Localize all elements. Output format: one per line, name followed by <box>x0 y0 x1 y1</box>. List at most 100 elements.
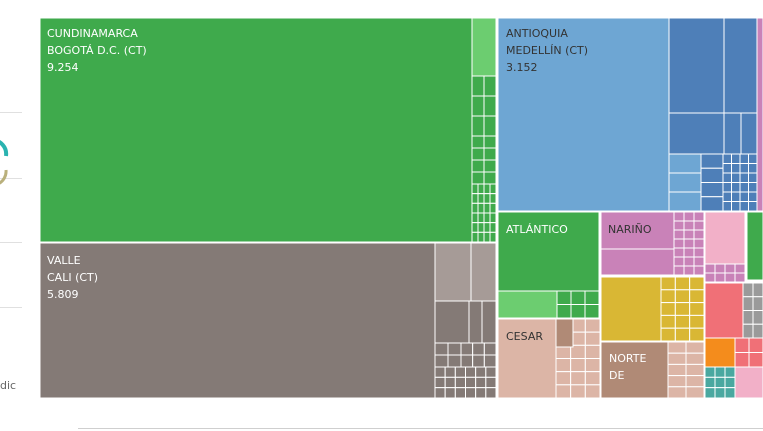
tile-narino-small[interactable] <box>693 211 705 222</box>
tile-teal-small[interactable] <box>724 387 736 399</box>
tile-edge-partial[interactable] <box>756 17 763 212</box>
tile-cundinamarca-small[interactable] <box>483 212 491 224</box>
tile-teal-small[interactable] <box>704 376 716 389</box>
tile-antioquia-small[interactable] <box>748 201 758 212</box>
tile-cesar-small[interactable] <box>555 318 574 348</box>
tile-cundinamarca-small[interactable] <box>489 183 497 195</box>
tile-valle-small[interactable] <box>434 300 470 344</box>
tile-yellow-small[interactable] <box>674 276 691 291</box>
tile-cundinamarca-small[interactable] <box>471 95 485 117</box>
tile-valle-small[interactable] <box>434 366 446 378</box>
tile-cundinamarca-bogota[interactable] <box>39 17 473 243</box>
tile-narino-small[interactable] <box>673 256 685 267</box>
tile-cundinamarca-small[interactable] <box>483 147 497 161</box>
tile-valle-small[interactable] <box>434 242 472 302</box>
tile-narino-small[interactable] <box>683 211 695 222</box>
tile-valle-small[interactable] <box>444 366 456 378</box>
tile-atlantico-small[interactable] <box>584 304 600 319</box>
tile-narino-small[interactable] <box>600 248 675 276</box>
tile-antioquia-small[interactable] <box>731 172 741 183</box>
tile-antioquia-small[interactable] <box>731 153 741 164</box>
tile-cundinamarca-small[interactable] <box>471 202 479 214</box>
tile-valle-small[interactable] <box>434 354 449 368</box>
tile-cundinamarca-small[interactable] <box>471 17 497 77</box>
tile-valle-small[interactable] <box>444 376 456 389</box>
tile-antioquia-small[interactable] <box>731 191 741 202</box>
tile-antioquia-small[interactable] <box>740 112 758 155</box>
tile-yellow-small[interactable] <box>660 302 676 316</box>
tile-antioquia-small[interactable] <box>723 112 742 155</box>
tile-cundinamarca-small[interactable] <box>489 212 497 224</box>
tile-antioquia-small[interactable] <box>668 153 702 174</box>
tile-pink-small[interactable] <box>704 272 716 283</box>
tile-narino-small[interactable] <box>693 220 705 231</box>
tile-norte-small[interactable] <box>667 352 687 365</box>
tile-yellow-small[interactable] <box>674 314 691 329</box>
tile-cesar-small[interactable] <box>570 371 586 386</box>
tile-cundinamarca-small[interactable] <box>471 222 479 233</box>
tile-yellow-small[interactable] <box>674 289 691 304</box>
tile-antioquia-small[interactable] <box>723 17 758 114</box>
tile-valle-small[interactable] <box>434 342 449 356</box>
tile-narino-small[interactable] <box>673 220 685 231</box>
tile-cesar-small[interactable] <box>555 358 572 373</box>
tile-cesar[interactable] <box>497 318 557 399</box>
tile-cundinamarca-small[interactable] <box>483 193 491 204</box>
tile-cundinamarca-small[interactable] <box>471 135 485 149</box>
tile-pink-small[interactable] <box>734 263 746 274</box>
tile-antioquia-small[interactable] <box>748 191 758 202</box>
tile-valle-small[interactable] <box>472 354 485 368</box>
tile-yellow-small[interactable] <box>689 289 705 304</box>
tile-cundinamarca-small[interactable] <box>477 193 485 204</box>
tile-teal-small[interactable] <box>714 366 726 378</box>
tile-yellow-small[interactable] <box>660 314 676 329</box>
tile-pink-partial[interactable] <box>734 366 763 399</box>
tile-narino-small[interactable] <box>693 256 705 267</box>
tile-valle-cali[interactable] <box>39 242 436 399</box>
tile-cesar-small[interactable] <box>584 371 601 386</box>
tile-valle-small[interactable] <box>470 242 497 302</box>
tile-cesar-small[interactable] <box>584 318 601 333</box>
tile-cesar-small[interactable] <box>570 384 586 399</box>
tile-red-small[interactable] <box>734 352 750 368</box>
tile-teal-small[interactable] <box>704 366 716 378</box>
tile-valle-small[interactable] <box>481 300 497 344</box>
tile-valle-small[interactable] <box>454 366 467 378</box>
tile-valle-small[interactable] <box>485 387 497 399</box>
tile-antioquia-small[interactable] <box>700 182 724 198</box>
tile-yellow-small[interactable] <box>660 276 676 291</box>
tile-pink-small[interactable] <box>704 263 716 274</box>
tile-cundinamarca-small[interactable] <box>477 202 485 214</box>
tile-cundinamarca-small[interactable] <box>477 231 485 243</box>
tile-valle-small[interactable] <box>465 387 477 399</box>
tile-cundinamarca-small[interactable] <box>471 193 479 204</box>
tile-valle-small[interactable] <box>485 376 497 389</box>
tile-grey-small[interactable] <box>742 323 754 339</box>
tile-yellow-small[interactable] <box>660 327 676 342</box>
tile-cundinamarca-small[interactable] <box>471 183 479 195</box>
tile-valle-small[interactable] <box>460 342 474 356</box>
tile-atlantico-small[interactable] <box>570 304 586 319</box>
tile-antioquia-small[interactable] <box>739 163 749 174</box>
tile-cundinamarca-small[interactable] <box>489 193 497 204</box>
tile-cundinamarca-small[interactable] <box>483 159 497 173</box>
tile-antioquia-small[interactable] <box>700 196 724 212</box>
tile-cundinamarca-small[interactable] <box>483 115 497 137</box>
tile-cundinamarca-small[interactable] <box>483 95 497 117</box>
tile-red-small[interactable] <box>734 337 750 353</box>
tile-antioquia-small[interactable] <box>739 201 749 212</box>
tile-grey-small[interactable] <box>752 310 763 325</box>
tile-red-dept[interactable] <box>704 282 744 339</box>
tile-yellow-small[interactable] <box>689 327 705 342</box>
tile-valle-small[interactable] <box>454 376 467 389</box>
tile-narino-small[interactable] <box>693 229 705 240</box>
tile-yellow-dept[interactable] <box>600 276 662 342</box>
tile-narino-small[interactable] <box>673 229 685 240</box>
tile-valle-small[interactable] <box>447 342 462 356</box>
tile-cundinamarca-small[interactable] <box>483 135 497 149</box>
tile-valle-small[interactable] <box>447 354 462 368</box>
tile-valle-small[interactable] <box>454 387 467 399</box>
tile-narino-small[interactable] <box>683 265 695 276</box>
tile-antioquia-small[interactable] <box>739 191 749 202</box>
tile-cundinamarca-small[interactable] <box>483 75 497 97</box>
